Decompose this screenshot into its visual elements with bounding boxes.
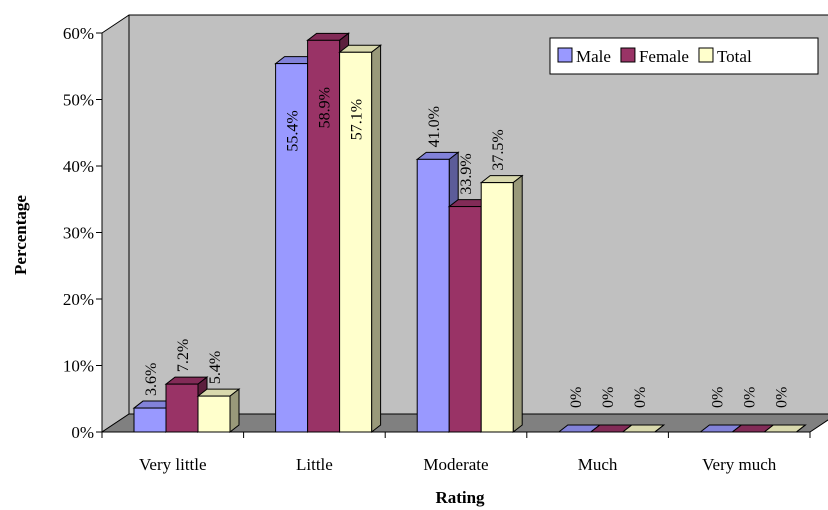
data-label: 58.9% (317, 87, 334, 128)
bar (196, 388, 241, 434)
category-label: Much (578, 455, 618, 474)
bar (338, 44, 383, 434)
bar (621, 424, 666, 433)
bar (762, 424, 807, 433)
data-label: 0% (741, 387, 758, 408)
y-tick-label: 40% (63, 157, 94, 176)
data-label: 0% (600, 387, 617, 408)
legend-swatch (620, 47, 636, 63)
data-label: 0% (709, 387, 726, 408)
data-label: 0% (568, 387, 585, 408)
bar (479, 174, 524, 434)
data-label: 33.9% (458, 153, 475, 194)
x-axis: Very little Little Moderate Much Very much (101, 431, 811, 474)
legend-swatch (557, 47, 573, 63)
data-label: 37.5% (490, 129, 507, 170)
data-label: 0% (632, 387, 649, 408)
category-label: Very much (702, 455, 777, 474)
y-tick-label: 50% (63, 91, 94, 110)
y-axis: 0% 10% 20% 30% 40% 50% 60% (63, 24, 103, 442)
category-label: Little (296, 455, 333, 474)
legend-entry: Total (717, 47, 752, 66)
x-axis-title: Rating (435, 488, 485, 507)
data-labels: 3.6% 7.2% 5.4% 55.4% 58.9% 57.1% 41.0% 33.9% 37.… (143, 87, 790, 408)
y-tick-label: 0% (71, 423, 94, 442)
category-label: Moderate (423, 455, 488, 474)
y-tick-label: 10% (63, 357, 94, 376)
data-label: 55.4% (285, 110, 302, 151)
data-label: 3.6% (143, 363, 160, 396)
y-axis-title: Percentage (11, 195, 30, 275)
legend: Male Female Total (549, 37, 819, 75)
legend-box (549, 37, 819, 75)
legend-entry: Male (576, 47, 611, 66)
y-tick-label: 30% (63, 224, 94, 243)
data-label: 0% (773, 387, 790, 408)
legend-entry: Female (639, 47, 689, 66)
legend-swatch (698, 47, 714, 63)
data-label: 5.4% (207, 351, 224, 384)
y-tick-label: 60% (63, 24, 94, 43)
category-label: Very little (139, 455, 207, 474)
data-label: 7.2% (175, 339, 192, 372)
bars (132, 32, 807, 434)
data-label: 57.1% (349, 99, 366, 140)
data-label: 41.0% (426, 106, 443, 147)
y-tick-label: 20% (63, 290, 94, 309)
